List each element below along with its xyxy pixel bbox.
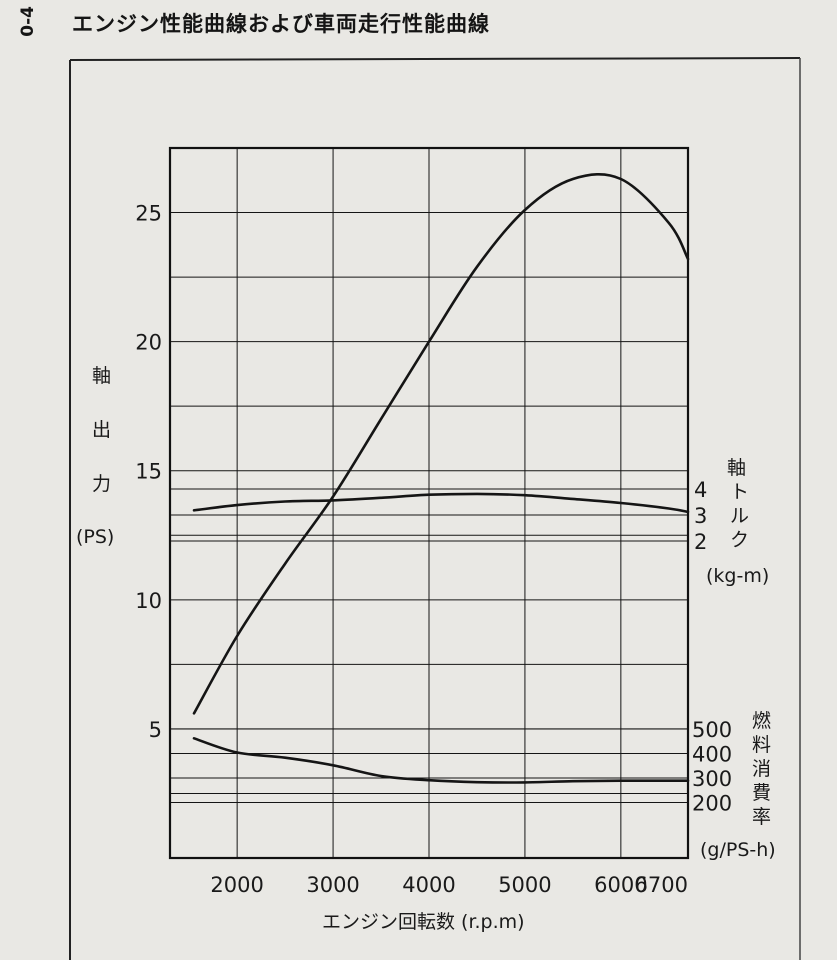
power-tick-label: 10: [135, 589, 162, 613]
power-tick-label: 15: [135, 460, 162, 484]
power-tick-labels: 5 10 15 20 25: [135, 202, 162, 742]
x-tick-label: 6700: [635, 873, 688, 897]
page-title: エンジン性能曲線および車両走行性能曲線: [72, 12, 490, 36]
torque-tick-label: 2: [694, 530, 707, 554]
fuel-axis-char-3: 消: [752, 758, 771, 780]
fuel-axis-char-1: 燃: [752, 710, 771, 732]
fuel-axis-char-2: 料: [752, 734, 771, 756]
fuel-tick-label: 200: [692, 792, 732, 816]
x-tick-label: 3000: [306, 873, 359, 897]
torque-tick-labels: 432: [694, 478, 707, 554]
power-tick-label: 20: [135, 331, 162, 355]
power-tick-label: 25: [135, 202, 162, 226]
torque-tick-label: 3: [694, 504, 707, 528]
torque-axis-char-3: ル: [730, 505, 749, 527]
torque-axis-unit: (kg-m): [706, 565, 769, 587]
x-tick-label: 5000: [498, 873, 551, 897]
torque-axis-char-4: ク: [730, 529, 749, 551]
power-axis-unit: (PS): [76, 526, 114, 548]
fuel-tick-label: 400: [692, 743, 732, 767]
torque-curve: [192, 492, 690, 514]
power-axis-char-3: 力: [92, 473, 111, 495]
power-axis-char-1: 軸: [92, 365, 111, 387]
fuel-tick-label: 300: [692, 767, 732, 791]
fuel-axis-unit: (g/PS-h): [700, 839, 776, 861]
torque-tick-label: 4: [694, 478, 707, 502]
frame-top-line: [69, 57, 801, 61]
fuel-curve: [192, 737, 690, 784]
power-axis-char-2: 出: [92, 419, 111, 441]
x-tick-label: 2000: [210, 873, 263, 897]
x-tick-label: 4000: [402, 873, 455, 897]
x-tick-label: 6000: [594, 873, 647, 897]
fuel-tick-label: 500: [692, 718, 732, 742]
torque-axis-char-2: ト: [730, 481, 749, 503]
power-curve: [192, 173, 690, 715]
plot-area-border: [168, 146, 690, 860]
fuel-axis-char-4: 費: [752, 782, 771, 804]
fuel-axis-char-5: 率: [752, 806, 771, 828]
torque-axis-char-1: 軸: [727, 457, 746, 479]
series-group: [192, 173, 690, 784]
x-axis-label: エンジン回転数 (r.p.m): [322, 911, 525, 933]
power-tick-label: 5: [149, 718, 162, 742]
